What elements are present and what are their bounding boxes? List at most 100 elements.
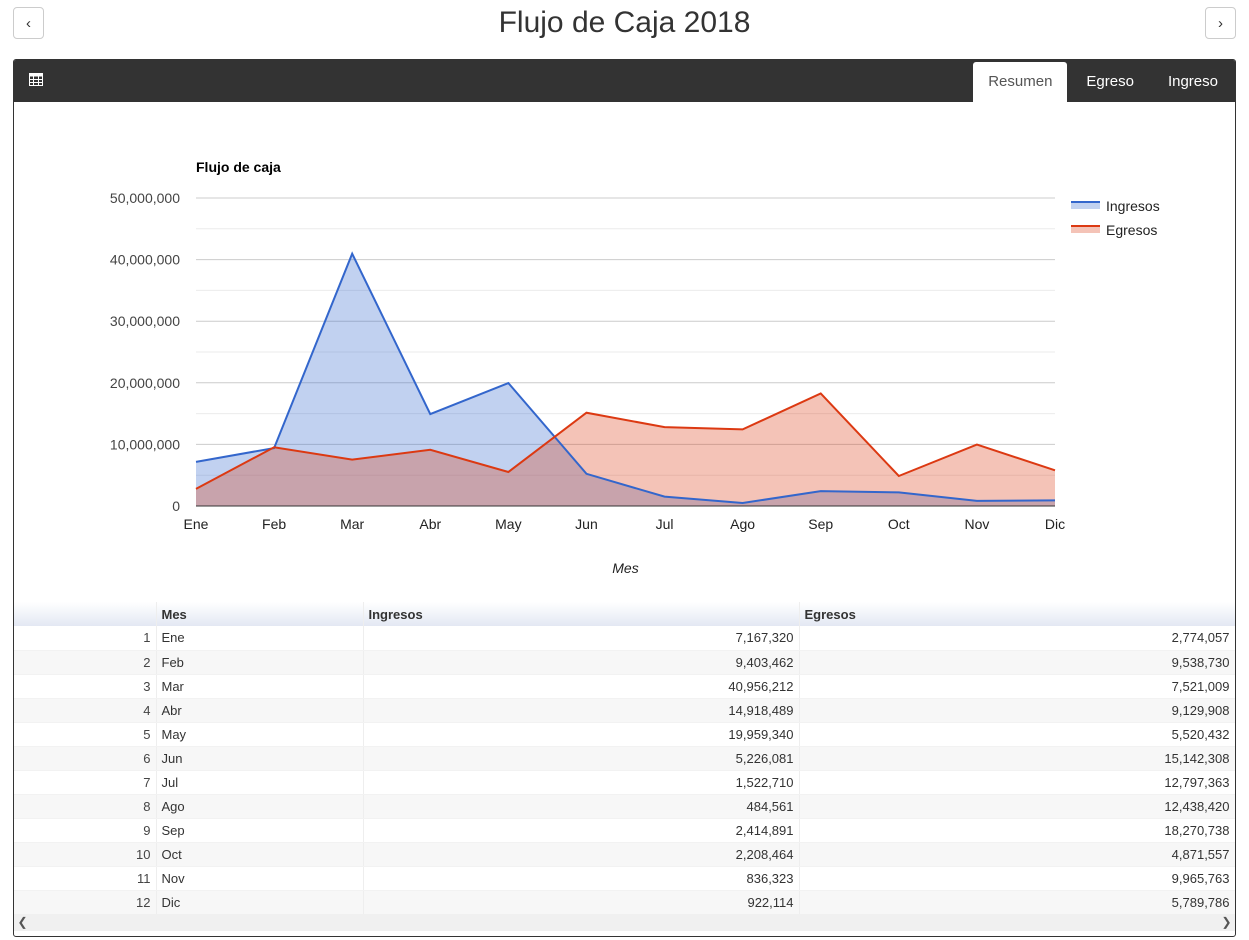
y-tick-label: 40,000,000 bbox=[110, 252, 180, 268]
scroll-left-icon[interactable]: ❮ bbox=[17, 915, 28, 929]
row-index: 5 bbox=[14, 722, 157, 747]
cell-mes: Nov bbox=[156, 866, 364, 891]
legend-swatch bbox=[1071, 226, 1100, 233]
cell-ingresos: 9,403,462 bbox=[363, 650, 800, 675]
table-row[interactable]: 12 Dic 922,114 5,789,786 bbox=[14, 890, 1235, 915]
column-header-egresos[interactable]: Egresos bbox=[799, 602, 1235, 626]
cell-egresos: 9,538,730 bbox=[799, 650, 1235, 675]
cell-egresos: 4,871,557 bbox=[799, 842, 1235, 867]
cell-mes: Jun bbox=[156, 746, 364, 771]
table-row[interactable]: 1 Ene 7,167,320 2,774,057 bbox=[14, 626, 1235, 651]
row-index: 7 bbox=[14, 770, 157, 795]
series-line-ingresos[interactable] bbox=[195, 251, 1056, 505]
cell-ingresos: 836,323 bbox=[363, 866, 800, 891]
row-index: 11 bbox=[14, 866, 157, 891]
previous-year-button[interactable]: ‹ bbox=[13, 7, 44, 39]
cell-egresos: 18,270,738 bbox=[799, 818, 1235, 843]
row-index: 2 bbox=[14, 650, 157, 675]
table-header-row: Mes Ingresos Egresos bbox=[14, 602, 1235, 626]
cell-ingresos: 2,414,891 bbox=[363, 818, 800, 843]
cell-mes: Feb bbox=[156, 650, 364, 675]
column-header-mes[interactable]: Mes bbox=[156, 602, 364, 626]
cell-egresos: 12,797,363 bbox=[799, 770, 1235, 795]
cell-mes: Ago bbox=[156, 794, 364, 819]
cashflow-table: Mes Ingresos Egresos 1 Ene 7,167,320 2,774,… bbox=[14, 602, 1235, 915]
scroll-right-icon[interactable]: ❯ bbox=[1221, 915, 1232, 929]
y-tick-label: 10,000,000 bbox=[110, 436, 180, 452]
row-index: 8 bbox=[14, 794, 157, 819]
horizontal-scrollbar[interactable]: ❮ ❯ bbox=[14, 914, 1235, 931]
tab-resumen[interactable]: Resumen bbox=[973, 62, 1068, 102]
cell-egresos: 2,774,057 bbox=[799, 626, 1235, 651]
x-tick-label: Sep bbox=[808, 516, 833, 532]
legend-entry-egresos[interactable]: Egresos bbox=[1106, 222, 1157, 238]
cell-egresos: 5,789,786 bbox=[799, 890, 1235, 915]
x-tick-label: Abr bbox=[419, 516, 441, 532]
cell-ingresos: 484,561 bbox=[363, 794, 800, 819]
cell-egresos: 9,129,908 bbox=[799, 698, 1235, 723]
table-row[interactable]: 5 May 19,959,340 5,520,432 bbox=[14, 722, 1235, 747]
cell-egresos: 15,142,308 bbox=[799, 746, 1235, 771]
table-row[interactable]: 2 Feb 9,403,462 9,538,730 bbox=[14, 650, 1235, 675]
row-index: 12 bbox=[14, 890, 157, 915]
table-row[interactable]: 4 Abr 14,918,489 9,129,908 bbox=[14, 698, 1235, 723]
cell-mes: Mar bbox=[156, 674, 364, 699]
tab-egreso[interactable]: Egreso bbox=[1086, 73, 1134, 90]
x-tick-label: Feb bbox=[262, 516, 286, 532]
cell-ingresos: 922,114 bbox=[363, 890, 800, 915]
x-tick-label: Dic bbox=[1045, 516, 1065, 532]
x-tick-label: Jul bbox=[656, 516, 674, 532]
row-index: 6 bbox=[14, 746, 157, 771]
next-year-button[interactable]: › bbox=[1205, 7, 1236, 39]
cell-mes: May bbox=[156, 722, 364, 747]
column-header-ingresos[interactable]: Ingresos bbox=[363, 602, 800, 626]
x-tick-label: Oct bbox=[888, 516, 910, 532]
series-area-ingresos bbox=[196, 253, 1055, 506]
table-row[interactable]: 9 Sep 2,414,891 18,270,738 bbox=[14, 818, 1235, 843]
cell-egresos: 12,438,420 bbox=[799, 794, 1235, 819]
cell-ingresos: 2,208,464 bbox=[363, 842, 800, 867]
legend-entry-ingresos[interactable]: Ingresos bbox=[1106, 198, 1160, 214]
cell-egresos: 7,521,009 bbox=[799, 674, 1235, 699]
x-axis-title: Mes bbox=[612, 560, 638, 576]
row-index: 4 bbox=[14, 698, 157, 723]
cell-egresos: 9,965,763 bbox=[799, 866, 1235, 891]
cell-ingresos: 7,167,320 bbox=[363, 626, 800, 651]
table-row[interactable]: 10 Oct 2,208,464 4,871,557 bbox=[14, 842, 1235, 867]
chart-title: Flujo de caja bbox=[196, 159, 281, 175]
cell-mes: Abr bbox=[156, 698, 364, 723]
cashflow-panel: Resumen Egreso Ingreso 0 10,000,000 20,000… bbox=[13, 59, 1236, 937]
series-line-egresos[interactable] bbox=[195, 392, 1056, 490]
y-tick-label: 30,000,000 bbox=[110, 313, 180, 329]
page-title: Flujo de Caja 2018 bbox=[498, 6, 751, 39]
table-row[interactable]: 8 Ago 484,561 12,438,420 bbox=[14, 794, 1235, 819]
row-index: 9 bbox=[14, 818, 157, 843]
view-tabs: Resumen Egreso Ingreso bbox=[973, 62, 1235, 102]
table-row[interactable]: 7 Jul 1,522,710 12,797,363 bbox=[14, 770, 1235, 795]
tab-ingreso[interactable]: Ingreso bbox=[1167, 73, 1218, 90]
table-row[interactable]: 6 Jun 5,226,081 15,142,308 bbox=[14, 746, 1235, 771]
x-tick-label: Ene bbox=[184, 516, 209, 532]
x-tick-label: Jun bbox=[575, 516, 598, 532]
y-tick-label: 50,000,000 bbox=[110, 190, 180, 206]
cell-ingresos: 14,918,489 bbox=[363, 698, 800, 723]
cashflow-area-chart: 0 10,000,000 20,000,000 30,000,000 40,000,00… bbox=[110, 159, 1160, 576]
legend-swatch bbox=[1071, 202, 1100, 209]
cell-mes: Ene bbox=[156, 626, 364, 651]
cell-ingresos: 19,959,340 bbox=[363, 722, 800, 747]
cell-ingresos: 5,226,081 bbox=[363, 746, 800, 771]
cell-mes: Sep bbox=[156, 818, 364, 843]
table-row[interactable]: 11 Nov 836,323 9,965,763 bbox=[14, 866, 1235, 891]
table-row[interactable]: 3 Mar 40,956,212 7,521,009 bbox=[14, 674, 1235, 699]
cell-ingresos: 40,956,212 bbox=[363, 674, 800, 699]
table-icon[interactable] bbox=[29, 73, 43, 86]
x-tick-label: Nov bbox=[964, 516, 989, 532]
x-tick-label: Ago bbox=[730, 516, 755, 532]
y-tick-label: 20,000,000 bbox=[110, 375, 180, 391]
series-area-egresos bbox=[196, 393, 1055, 506]
x-tick-label: May bbox=[495, 516, 521, 532]
cell-ingresos: 1,522,710 bbox=[363, 770, 800, 795]
cell-mes: Oct bbox=[156, 842, 364, 867]
y-tick-label: 0 bbox=[172, 498, 180, 514]
column-header-index[interactable] bbox=[14, 602, 157, 626]
